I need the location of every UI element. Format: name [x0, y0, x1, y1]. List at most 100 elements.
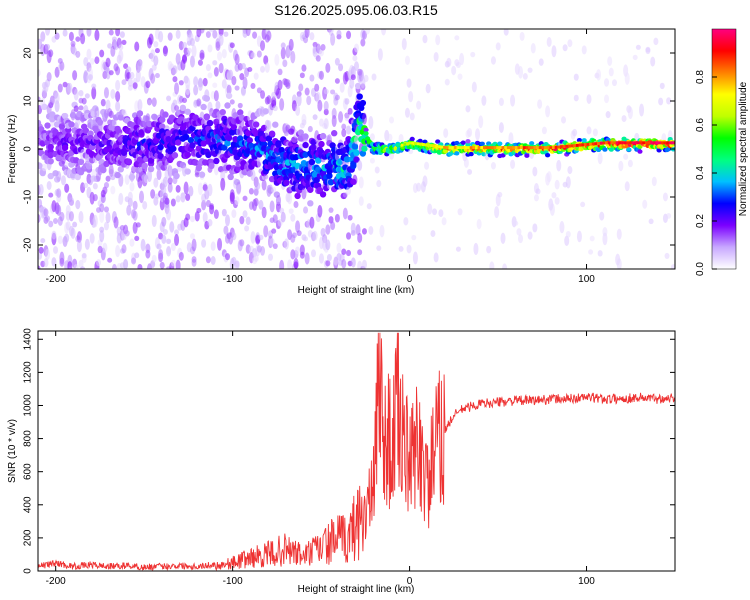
heatmap-cell	[460, 140, 466, 145]
heatmap-cell	[387, 133, 393, 142]
heatmap-cell	[167, 177, 173, 185]
heatmap-cell	[196, 98, 202, 107]
heatmap-cell	[197, 182, 203, 196]
snr-line-layer	[38, 332, 675, 571]
heatmap-cell	[381, 29, 387, 36]
heatmap-cell	[668, 141, 672, 145]
heatmap-cell	[494, 206, 500, 219]
heatmap-cell	[454, 151, 460, 156]
heatmap-cell	[207, 218, 213, 227]
heatmap-cell	[39, 169, 46, 177]
heatmap-cell	[220, 177, 226, 191]
heatmap-cell	[652, 141, 656, 145]
heatmap-cell	[318, 48, 324, 57]
heatmap-cell	[435, 139, 441, 144]
heatmap-cell	[125, 158, 132, 165]
heatmap-cell	[495, 42, 501, 51]
heatmap-cell	[592, 128, 598, 137]
heatmap-cell	[45, 248, 51, 261]
heatmap-cell	[92, 193, 98, 202]
x-tick-label: 0	[407, 274, 413, 285]
heatmap-cell	[86, 29, 92, 37]
heatmap-cell	[616, 228, 622, 240]
heatmap-cell	[416, 142, 420, 146]
heatmap-cell	[209, 204, 215, 215]
heatmap-cell	[158, 30, 164, 43]
heatmap-cell	[94, 29, 100, 41]
heatmap-cell	[272, 121, 279, 128]
heatmap-cell	[308, 158, 316, 166]
heatmap-cell	[43, 208, 49, 217]
heatmap-cell	[293, 261, 299, 269]
heatmap-cell	[274, 53, 280, 66]
heatmap-cell	[272, 214, 278, 224]
heatmap-cell	[597, 152, 603, 165]
heatmap-cell	[183, 181, 189, 195]
heatmap-cell	[559, 145, 563, 149]
heatmap-cell	[99, 226, 105, 233]
heatmap-cell	[88, 74, 94, 81]
heatmap-cell	[422, 34, 428, 44]
heatmap-cell	[533, 146, 537, 150]
heatmap-cell	[610, 141, 614, 145]
heatmap-cell	[379, 224, 385, 238]
heatmap-cell	[108, 29, 114, 36]
snr-series-line	[38, 332, 675, 571]
heatmap-cell	[311, 249, 317, 258]
heatmap-cell	[343, 156, 351, 163]
heatmap-cell	[565, 176, 571, 189]
heatmap-cell	[468, 151, 474, 157]
heatmap-cell	[354, 43, 359, 53]
spectrogram-xlabel: Height of straight line (km)	[298, 285, 415, 296]
heatmap-cell	[260, 246, 266, 256]
heatmap-cell	[166, 95, 172, 102]
heatmap-cell	[294, 192, 301, 200]
heatmap-cell	[100, 166, 107, 174]
heatmap-cell	[99, 49, 105, 58]
heatmap-cell	[153, 41, 159, 48]
heatmap-cell	[68, 197, 74, 205]
heatmap-cell	[307, 200, 314, 207]
heatmap-cell	[197, 59, 203, 66]
heatmap-cell	[295, 246, 301, 255]
heatmap-cell	[96, 259, 102, 267]
heatmap-cell	[328, 207, 334, 213]
heatmap-cell	[60, 175, 66, 186]
heatmap-cell	[117, 114, 125, 121]
heatmap-cell	[47, 172, 54, 180]
heatmap-cell	[131, 165, 137, 174]
heatmap-cell	[443, 145, 447, 149]
heatmap-cell	[301, 64, 307, 72]
y-tick-label: 1200	[23, 361, 34, 384]
heatmap-cell	[292, 153, 300, 161]
heatmap-cell	[453, 146, 457, 150]
heatmap-cell	[225, 134, 233, 142]
heatmap-cell	[121, 79, 127, 86]
heatmap-cell	[634, 132, 640, 142]
heatmap-cell	[217, 237, 223, 251]
heatmap-cell	[126, 66, 132, 74]
heatmap-cell	[266, 95, 272, 105]
heatmap-cell	[271, 186, 277, 194]
heatmap-cell	[529, 141, 535, 146]
heatmap-cell	[56, 170, 62, 182]
heatmap-cell	[323, 108, 329, 116]
heatmap-cell	[331, 114, 337, 127]
heatmap-cell	[304, 252, 310, 265]
heatmap-cell	[350, 222, 356, 234]
heatmap-cell	[266, 30, 272, 41]
heatmap-cell	[150, 73, 156, 84]
heatmap-cell	[73, 264, 79, 269]
heatmap-cell	[497, 191, 503, 198]
heatmap-cell	[287, 192, 293, 205]
heatmap-cell	[546, 146, 550, 150]
heatmap-cell	[277, 68, 283, 76]
heatmap-cell	[608, 67, 614, 77]
heatmap-cell	[623, 141, 627, 145]
heatmap-cell	[61, 112, 69, 120]
heatmap-cell	[347, 214, 353, 221]
heatmap-cell	[75, 199, 81, 210]
heatmap-cell	[209, 29, 215, 33]
heatmap-cell	[477, 146, 481, 150]
heatmap-cell	[290, 50, 296, 64]
